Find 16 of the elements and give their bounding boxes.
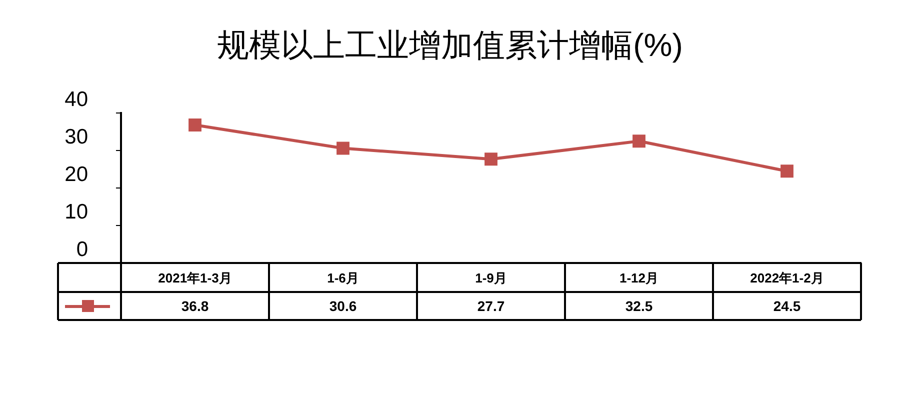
y-tick-label: 20 <box>64 163 88 186</box>
x-tick-label: 1-6月 <box>327 270 359 286</box>
x-tick-label: 2021年1-3月 <box>158 270 232 286</box>
data-label: 30.6 <box>329 298 357 314</box>
x-tick-label: 1-9月 <box>475 270 507 286</box>
data-label: 24.5 <box>773 298 801 314</box>
y-tick-label: 10 <box>64 200 88 224</box>
y-tick-label: 0 <box>76 238 88 262</box>
data-label: 27.7 <box>477 298 505 314</box>
data-label: 32.5 <box>625 298 653 314</box>
y-tick-label: 30 <box>64 126 88 149</box>
x-tick-label: 1-12月 <box>619 270 659 286</box>
y-tick-label: 40 <box>64 88 88 112</box>
data-label: 36.8 <box>181 298 209 314</box>
x-tick-label: 2022年1-2月 <box>750 270 824 286</box>
chart-title: 规模以上工业增加值累计增幅(%) <box>217 26 683 63</box>
